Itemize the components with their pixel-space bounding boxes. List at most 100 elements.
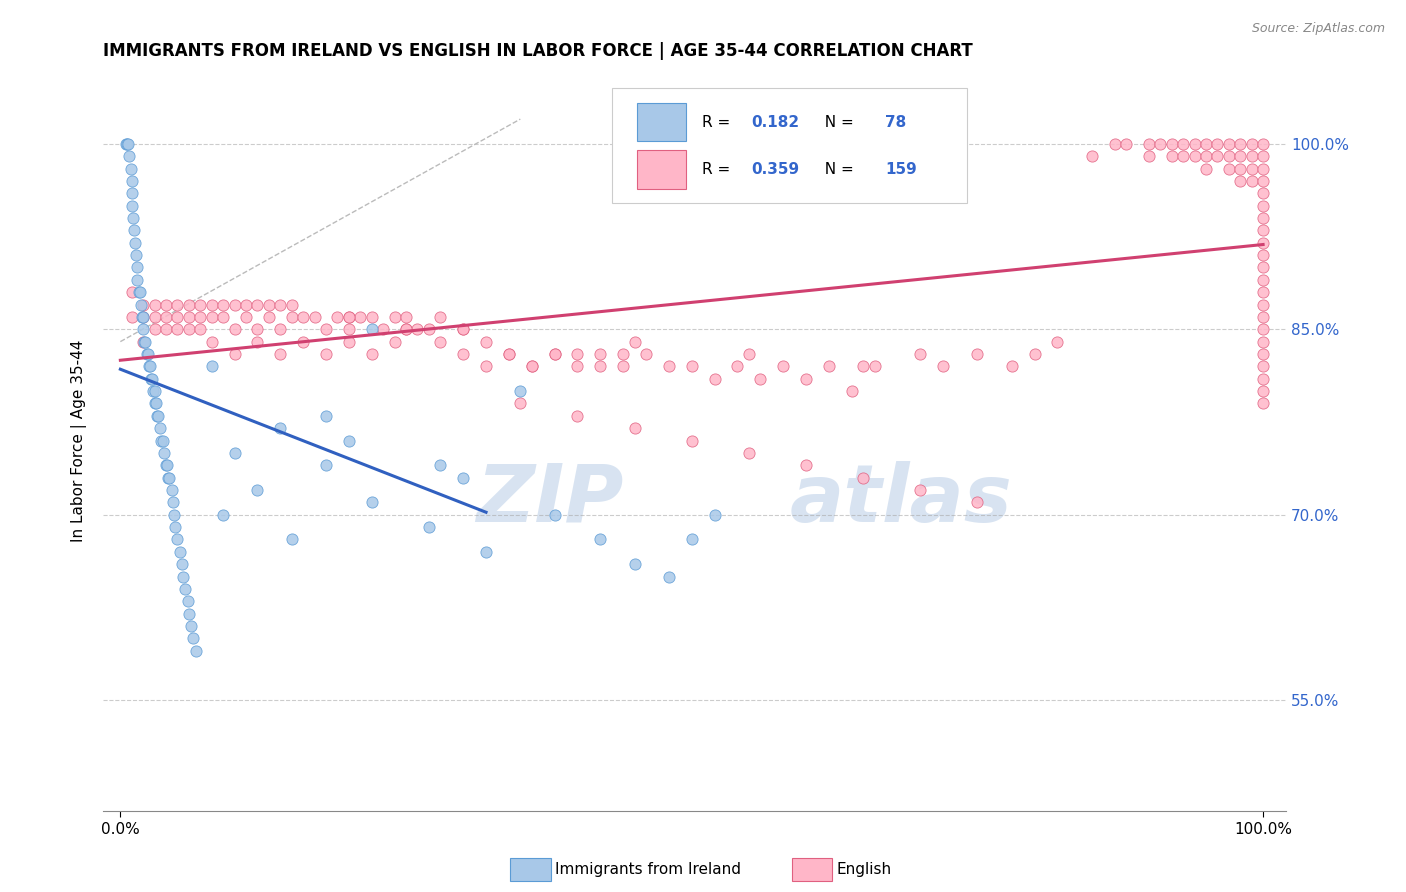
Point xyxy=(201,310,224,324)
Point xyxy=(1251,174,1274,188)
Point xyxy=(772,359,794,374)
Point xyxy=(121,186,143,201)
Point xyxy=(162,495,184,509)
Point xyxy=(910,347,932,361)
Point xyxy=(681,434,703,448)
Point xyxy=(1195,136,1218,151)
Point xyxy=(1251,273,1274,287)
Point xyxy=(143,297,166,311)
Point xyxy=(966,495,988,509)
Point xyxy=(418,520,440,534)
Point xyxy=(703,372,725,386)
Point xyxy=(141,372,163,386)
Point xyxy=(418,322,440,336)
Point xyxy=(174,582,197,596)
Point xyxy=(121,285,143,300)
Point xyxy=(159,470,181,484)
Point xyxy=(246,297,269,311)
Point xyxy=(246,334,269,349)
Point xyxy=(117,136,139,151)
Point xyxy=(360,310,382,324)
Point xyxy=(135,347,157,361)
Point xyxy=(131,310,153,324)
Point xyxy=(246,483,269,497)
Point xyxy=(429,334,451,349)
Point xyxy=(1251,310,1274,324)
Point xyxy=(589,533,612,547)
Point xyxy=(146,409,169,423)
Point xyxy=(852,359,875,374)
Point xyxy=(406,322,429,336)
Text: atlas: atlas xyxy=(789,461,1012,539)
Point xyxy=(1251,297,1274,311)
Point xyxy=(520,359,543,374)
Point xyxy=(120,161,142,176)
Point xyxy=(122,211,145,225)
Point xyxy=(1251,248,1274,262)
Text: R =: R = xyxy=(702,114,735,129)
Point xyxy=(124,235,146,250)
Point xyxy=(172,569,194,583)
Point xyxy=(169,545,191,559)
Point xyxy=(136,347,159,361)
Point xyxy=(143,310,166,324)
Point xyxy=(337,334,360,349)
Point xyxy=(1184,136,1206,151)
Point xyxy=(749,372,772,386)
Text: 78: 78 xyxy=(884,114,907,129)
Point xyxy=(658,359,681,374)
Point xyxy=(1251,199,1274,213)
Point xyxy=(132,322,155,336)
Point xyxy=(1251,359,1274,374)
Point xyxy=(395,322,418,336)
Point xyxy=(337,310,360,324)
Point xyxy=(1171,149,1194,163)
Point xyxy=(509,396,531,410)
Point xyxy=(1171,136,1194,151)
Point xyxy=(224,322,246,336)
Point xyxy=(1251,396,1274,410)
Point xyxy=(910,483,932,497)
Point xyxy=(681,533,703,547)
Point xyxy=(1184,149,1206,163)
Point xyxy=(498,347,520,361)
Point xyxy=(395,310,418,324)
Point xyxy=(122,223,145,237)
Point xyxy=(1206,136,1229,151)
Point xyxy=(315,322,337,336)
Point xyxy=(373,322,395,336)
Point xyxy=(128,285,150,300)
Point xyxy=(567,359,589,374)
Point xyxy=(1229,149,1251,163)
Point xyxy=(166,533,188,547)
Point xyxy=(360,347,382,361)
Point xyxy=(1251,186,1274,201)
Point xyxy=(139,359,162,374)
Point xyxy=(132,310,155,324)
Point xyxy=(738,446,761,460)
Point xyxy=(257,310,280,324)
Point xyxy=(156,458,179,473)
Point xyxy=(201,359,224,374)
Point xyxy=(1251,223,1274,237)
Point xyxy=(612,359,634,374)
Point xyxy=(134,334,156,349)
Point xyxy=(177,310,200,324)
Point xyxy=(1206,149,1229,163)
Point xyxy=(932,359,955,374)
Point xyxy=(129,297,152,311)
Point xyxy=(543,347,565,361)
Point xyxy=(166,297,188,311)
Point xyxy=(281,533,304,547)
Point xyxy=(567,409,589,423)
Point xyxy=(738,347,761,361)
Point xyxy=(157,470,180,484)
Point xyxy=(143,396,166,410)
Point xyxy=(1149,136,1171,151)
Text: 0.359: 0.359 xyxy=(751,161,800,177)
Point xyxy=(681,359,703,374)
Text: 0.182: 0.182 xyxy=(751,114,800,129)
Point xyxy=(475,359,498,374)
Point xyxy=(121,174,143,188)
Point xyxy=(235,297,257,311)
